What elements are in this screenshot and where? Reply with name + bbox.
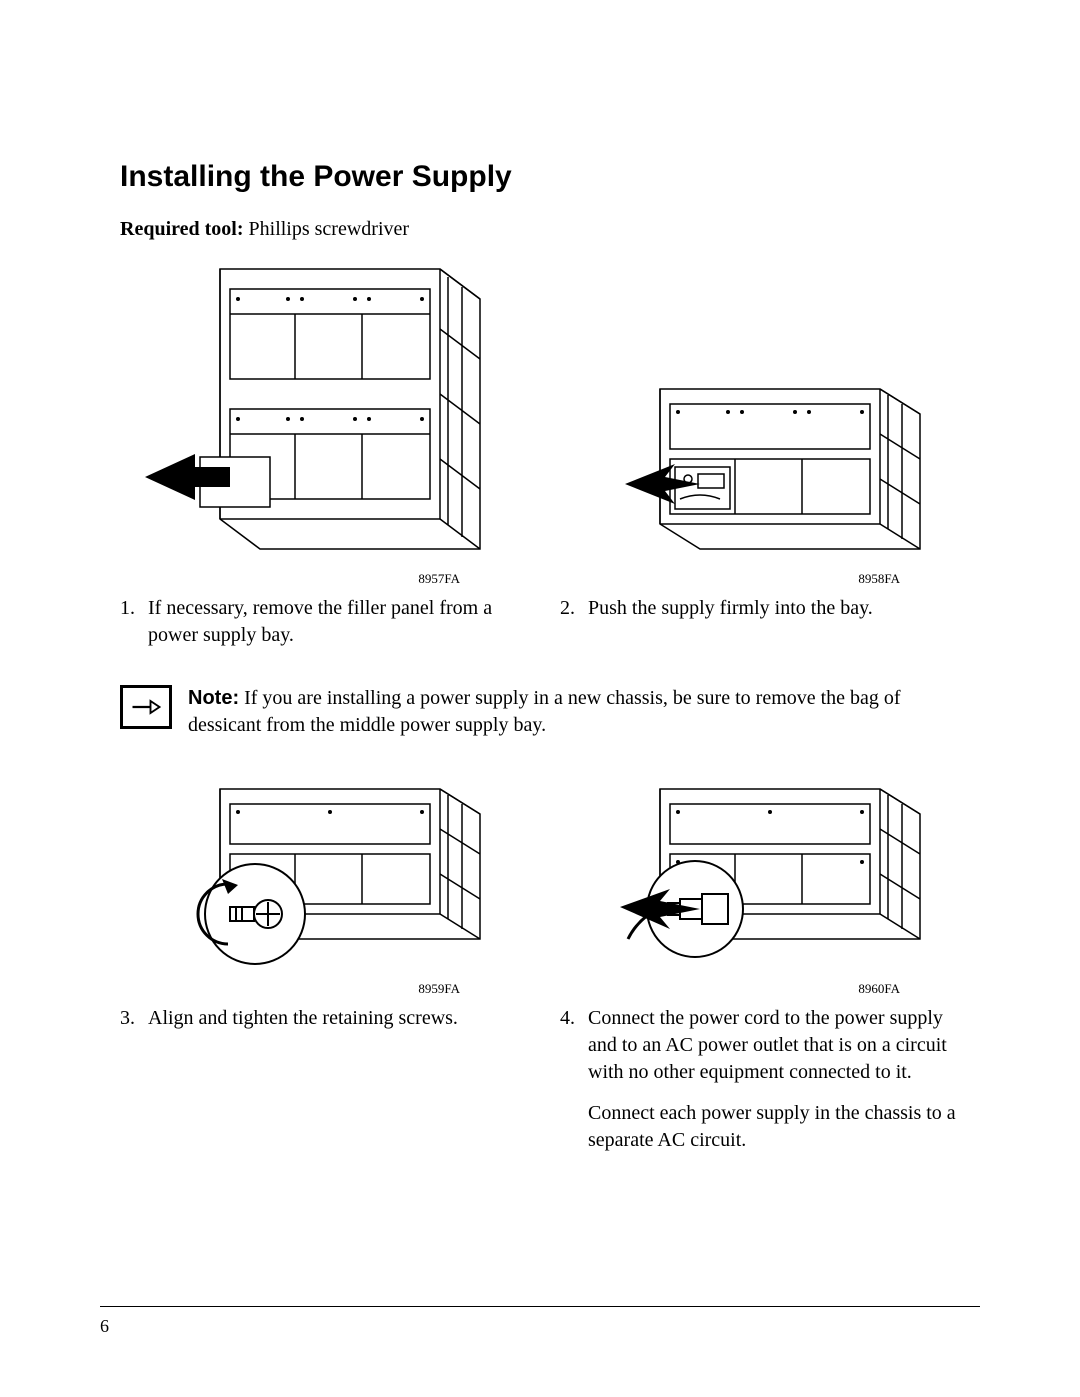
required-value: Phillips screwdriver xyxy=(244,218,410,240)
figure-row-2: 8959FA xyxy=(120,779,960,997)
step-3: 3. Align and tighten the retaining screw… xyxy=(120,1005,520,1168)
step-row-1: 1. If necessary, remove the filler panel… xyxy=(120,595,960,663)
step-3-num: 3. xyxy=(120,1005,148,1168)
figure-1-ref: 8957FA xyxy=(120,571,520,587)
step-2-num: 2. xyxy=(560,595,588,663)
diagram-remove-filler-icon xyxy=(140,259,500,569)
required-label: Required tool: xyxy=(120,218,244,240)
figure-2-ref: 8958FA xyxy=(560,571,960,587)
note-body: If you are installing a power supply in … xyxy=(188,687,901,736)
required-tool-line: Required tool: Phillips screwdriver xyxy=(120,218,960,241)
page-number: 6 xyxy=(100,1316,109,1337)
diagram-connect-cord-icon xyxy=(580,779,940,979)
diagram-push-supply-icon xyxy=(580,379,940,569)
step-2: 2. Push the supply firmly into the bay. xyxy=(560,595,960,663)
note-arrow-icon xyxy=(120,685,172,729)
figure-2: 8958FA xyxy=(560,379,960,587)
page-title: Installing the Power Supply xyxy=(120,160,960,194)
step-1-num: 1. xyxy=(120,595,148,663)
step-2-text: Push the supply firmly into the bay. xyxy=(588,595,960,622)
step-4: 4. Connect the power cord to the power s… xyxy=(560,1005,960,1168)
step-4-text: Connect the power cord to the power supp… xyxy=(588,1005,960,1086)
note-label: Note: xyxy=(188,687,239,709)
footer-rule xyxy=(100,1306,980,1307)
step-1-text: If necessary, remove the filler panel fr… xyxy=(148,595,520,649)
step-4-num: 4. xyxy=(560,1005,588,1168)
step-3-text: Align and tighten the retaining screws. xyxy=(148,1005,520,1032)
figure-4: 8960FA xyxy=(560,779,960,997)
figure-row-1: 8957FA xyxy=(120,259,960,587)
document-page: Installing the Power Supply Required too… xyxy=(0,0,1080,1397)
note-text: Note: If you are installing a power supp… xyxy=(188,685,960,739)
figure-3-ref: 8959FA xyxy=(120,981,520,997)
step-row-2: 3. Align and tighten the retaining screw… xyxy=(120,1005,960,1168)
step-4-text2: Connect each power supply in the chassis… xyxy=(588,1100,960,1154)
figure-1: 8957FA xyxy=(120,259,520,587)
step-1: 1. If necessary, remove the filler panel… xyxy=(120,595,520,663)
figure-3: 8959FA xyxy=(120,779,520,997)
diagram-tighten-screws-icon xyxy=(140,779,500,979)
figure-4-ref: 8960FA xyxy=(560,981,960,997)
note-box: Note: If you are installing a power supp… xyxy=(120,685,960,739)
